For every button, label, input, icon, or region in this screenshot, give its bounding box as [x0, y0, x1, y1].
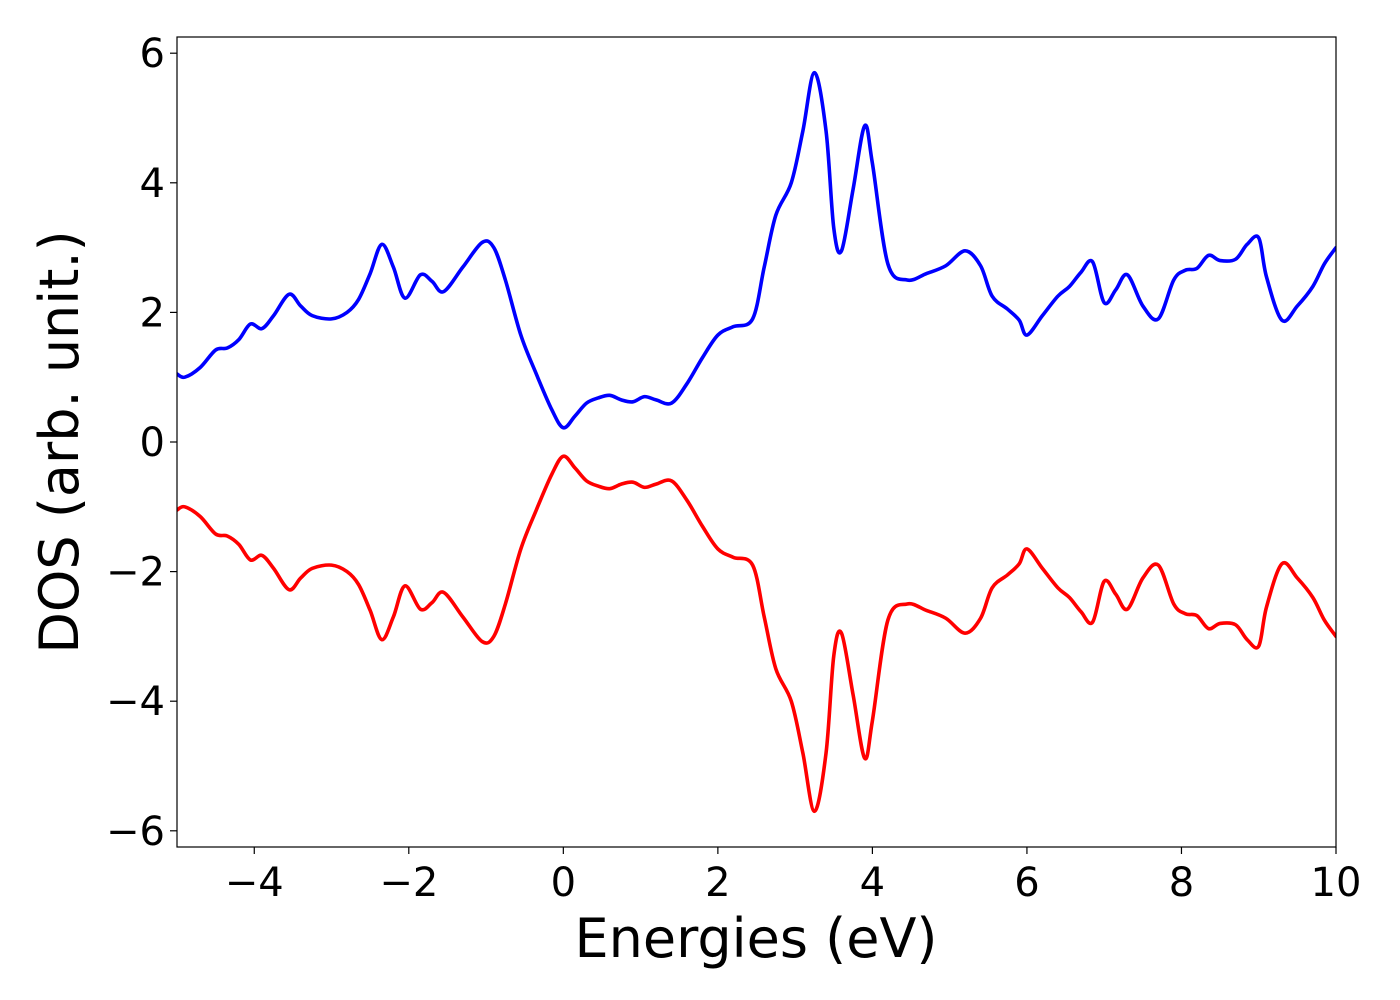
series-line-2 [177, 454, 1336, 814]
plot-frame [176, 36, 1337, 848]
series-layer [177, 70, 1336, 814]
series-line-1 [177, 70, 1336, 430]
x-tick-label: 2 [705, 860, 730, 906]
y-tick-label: 6 [140, 31, 165, 77]
x-tick-label: 0 [551, 860, 576, 906]
y-tick-label: 2 [140, 290, 165, 336]
y-tick-label: 0 [140, 420, 165, 466]
x-tick-label: 4 [860, 860, 885, 906]
x-tick-label: 10 [1311, 860, 1362, 906]
y-tick-label: −2 [106, 550, 165, 596]
y-tick-label: −6 [106, 809, 165, 855]
x-tick-label: −2 [379, 860, 438, 906]
y-axis-ticks: −6 −4 −2 0 2 4 6 [106, 31, 177, 855]
x-tick-label: −4 [225, 860, 284, 906]
x-tick-label: 8 [1169, 860, 1194, 906]
y-axis-label: DOS (arb. unit.) [28, 230, 91, 653]
x-axis-ticks: −4 −2 0 2 4 6 8 10 [225, 847, 1362, 906]
y-tick-label: −4 [106, 679, 165, 725]
x-tick-label: 6 [1014, 860, 1039, 906]
y-tick-label: 4 [140, 161, 165, 207]
x-axis-label: Energies (eV) [575, 907, 938, 970]
